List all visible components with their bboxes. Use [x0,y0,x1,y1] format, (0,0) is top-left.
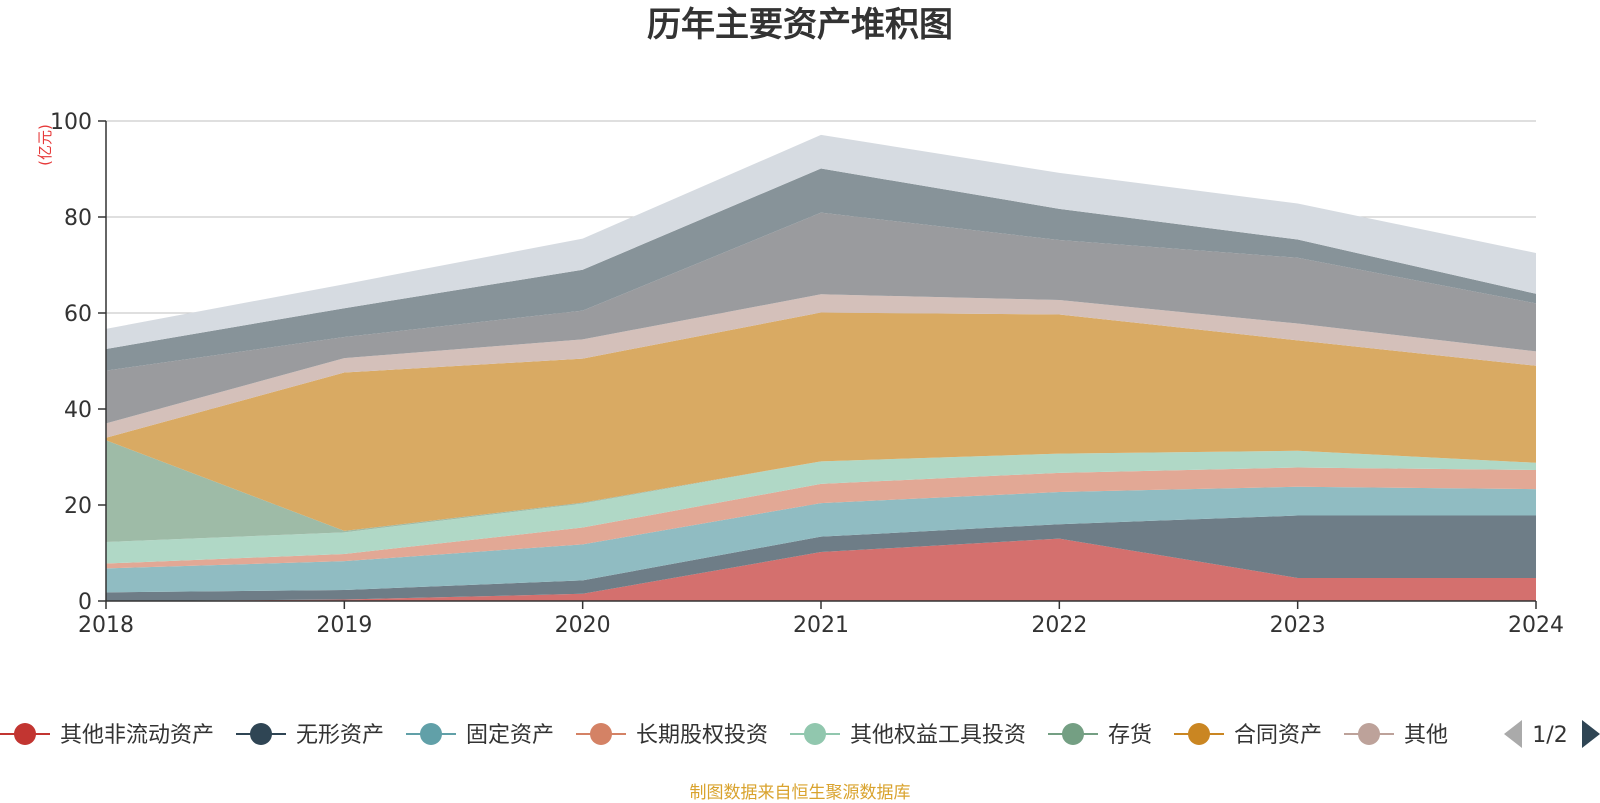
y-tick-label: 0 [78,590,92,615]
area-series-1 [106,538,1536,601]
legend: 其他非流动资产 无形资产 固定资产 长期股权投资 其他权益工具投资 存货 合同资产 其他 1/2 [0,710,1600,760]
axes: 0 20 40 60 80 100 2018 2019 2020 2021 2022 2023 2024 [50,110,1564,638]
area-series-6 [106,440,1536,542]
y-tick-label: 100 [50,110,92,135]
legend-marker [14,723,36,745]
legend-item-6: 存货 [1048,723,1152,748]
legend-marker [1062,723,1084,745]
area-series-7 [106,312,1536,531]
area-series-3 [106,486,1536,593]
legend-item-4: 长期股权投资 [576,723,768,748]
y-tick-label: 40 [64,398,92,423]
area-series-5 [106,450,1536,564]
x-tick-label: 2024 [1508,613,1564,638]
y-tick-label: 20 [64,494,92,519]
x-tick-label: 2018 [78,613,134,638]
legend-label: 其他权益工具投资 [850,723,1026,748]
area-series-11 [106,134,1536,349]
legend-item-8: 其他 [1344,723,1448,748]
area-series-4 [106,467,1536,569]
data-source-note: 制图数据来自恒生聚源数据库 [689,783,911,803]
legend-page-indicator: 1/2 [1532,723,1567,748]
area-series-10 [106,168,1536,371]
legend-marker [1188,723,1210,745]
legend-prev-page-icon[interactable] [1504,720,1522,748]
legend-label: 长期股权投资 [636,723,768,748]
legend-label: 合同资产 [1234,723,1322,748]
legend-marker [1358,723,1380,745]
legend-marker [590,723,612,745]
legend-label: 无形资产 [296,723,384,748]
legend-label: 存货 [1108,723,1152,748]
legend-item-7: 合同资产 [1174,723,1322,748]
y-tick-label: 80 [64,206,92,231]
chart-title: 历年主要资产堆积图 [647,5,953,45]
area-series-8 [106,294,1536,438]
area-series-9 [106,212,1536,424]
legend-item-5: 其他权益工具投资 [790,723,1026,748]
legend-item-2: 无形资产 [236,723,384,748]
legend-next-page-icon[interactable] [1582,720,1600,748]
legend-marker [420,723,442,745]
legend-label: 固定资产 [466,723,554,748]
x-tick-label: 2023 [1270,613,1326,638]
legend-marker [804,723,826,745]
legend-item-3: 固定资产 [406,723,554,748]
y-axis-unit-label: (亿元) [36,124,54,166]
y-tick-label: 60 [64,302,92,327]
area-series-2 [106,515,1536,601]
x-tick-label: 2022 [1031,613,1087,638]
legend-pager-background [1471,710,1600,760]
x-tick-label: 2020 [555,613,611,638]
x-tick-label: 2021 [793,613,849,638]
legend-marker [250,723,272,745]
legend-item-1: 其他非流动资产 [0,723,214,748]
x-tick-label: 2019 [316,613,372,638]
legend-label: 其他 [1404,723,1448,748]
legend-label: 其他非流动资产 [60,723,214,748]
area-series [106,134,1536,601]
